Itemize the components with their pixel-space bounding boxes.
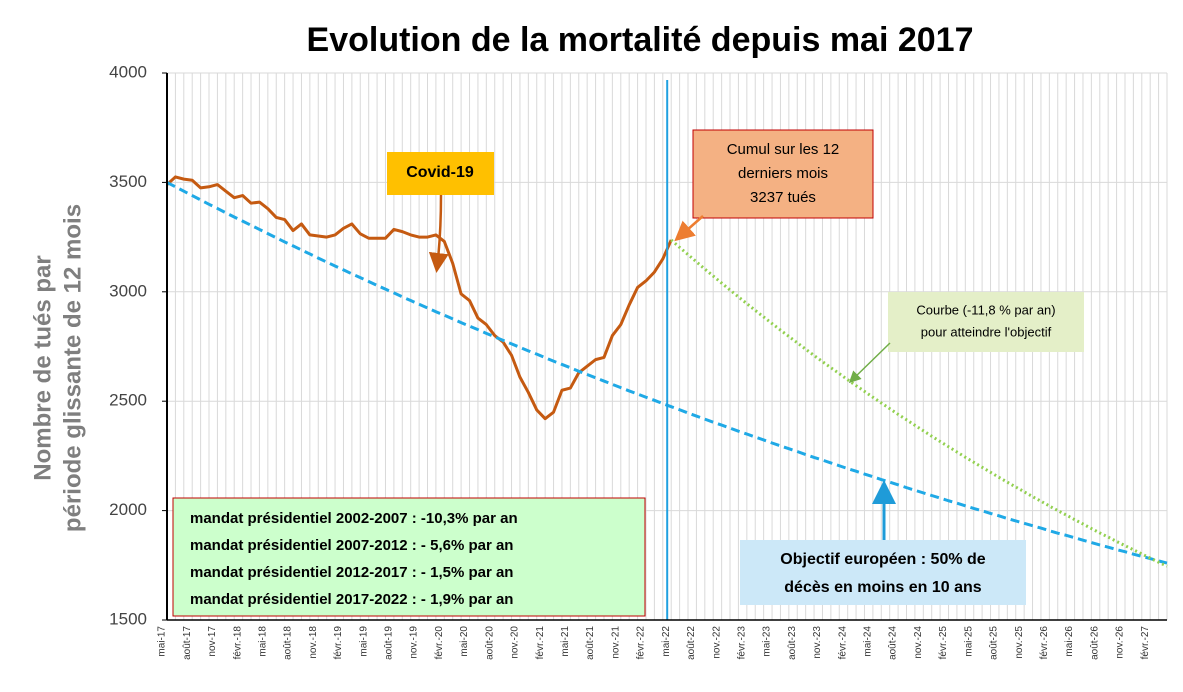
x-tick-label: août-24 xyxy=(888,626,899,660)
y-tick-label: 1500 xyxy=(109,609,147,628)
cumul-label: derniers mois xyxy=(738,165,828,182)
x-tick-label: nov.-22 xyxy=(711,626,722,659)
x-tick-label: août-17 xyxy=(182,626,193,660)
y-tick-label: 3000 xyxy=(109,281,147,300)
objectif-label: Objectif européen : 50% de xyxy=(780,551,985,568)
x-tick-label: févr.-22 xyxy=(636,626,647,660)
x-tick-label: mai-17 xyxy=(157,626,168,657)
y-axis-label: Nombre de tués par période glissante de … xyxy=(29,204,86,532)
x-tick-label: août-20 xyxy=(484,626,495,660)
x-tick-label: nov-17 xyxy=(207,626,218,657)
x-tick-label: févr.-20 xyxy=(434,626,445,660)
x-tick-label: nov.-18 xyxy=(308,626,319,659)
x-tick-label: mai-23 xyxy=(762,626,773,657)
axes: 1500 2000 2500 3000 3500 4000 mai-17 août-17 nov… xyxy=(109,62,1167,660)
courbe-arrow xyxy=(848,342,891,384)
x-tick-label: mai-21 xyxy=(560,626,571,657)
mandat-label: mandat présidentiel 2007-2012 : - 5,6% p… xyxy=(190,537,513,554)
y-axis-label-line: période glissante de 12 mois xyxy=(59,204,86,532)
x-tick-label: août-19 xyxy=(384,626,395,660)
mandat-label: mandat présidentiel 2002-2007 : -10,3% p… xyxy=(190,510,518,527)
x-tick-label: févr.-24 xyxy=(837,626,848,660)
x-tick-label: mai-20 xyxy=(459,626,470,657)
mandat-label: mandat présidentiel 2012-2017 : - 1,5% p… xyxy=(190,564,513,581)
x-tick-label: mai-18 xyxy=(257,626,268,657)
y-tick-label: 2500 xyxy=(109,391,147,410)
x-tick-label: févr.-27 xyxy=(1140,626,1151,660)
x-tick-label: nov.-25 xyxy=(1014,626,1025,659)
x-tick-label: mai-22 xyxy=(661,626,672,657)
cumul-label: Cumul sur les 12 xyxy=(727,141,840,158)
chart-title: Evolution de la mortalité depuis mai 201… xyxy=(307,21,974,59)
cumul-arrow xyxy=(674,215,704,242)
mandats-box xyxy=(172,497,646,617)
cumul-box xyxy=(692,129,874,219)
objectif-box xyxy=(740,540,1026,605)
covid-label: Covid-19 xyxy=(406,164,474,181)
series-line xyxy=(670,238,1168,568)
objectif-label: décès en moins en 10 ans xyxy=(784,579,982,596)
y-tick-label: 3500 xyxy=(109,172,147,191)
x-tick-label: août-21 xyxy=(585,626,596,660)
x-tick-label: nov.-26 xyxy=(1115,626,1126,659)
x-tick-label: févr.-23 xyxy=(736,626,747,660)
x-tick-label: févr.-19 xyxy=(333,626,344,660)
covid-box xyxy=(387,152,494,195)
covid-arrow xyxy=(428,194,449,273)
x-tick-label: nov.-20 xyxy=(510,626,521,659)
x-tick-label: mai-25 xyxy=(963,626,974,657)
x-tick-label: févr.-21 xyxy=(535,626,546,660)
x-tick-label: mai-26 xyxy=(1064,626,1075,657)
x-tick-label: mai-19 xyxy=(358,626,369,657)
mandat-label: mandat présidentiel 2017-2022 : - 1,9% p… xyxy=(190,591,513,608)
x-tick-label: févr.-18 xyxy=(232,626,243,660)
x-tick-label: août-25 xyxy=(989,626,1000,660)
cumul-label: 3237 tués xyxy=(750,189,816,206)
x-tick-label: août-18 xyxy=(283,626,294,660)
x-tick-label: févr.-26 xyxy=(1039,626,1050,660)
y-tick-label: 2000 xyxy=(109,500,147,519)
x-tick-label: nov.-19 xyxy=(409,626,420,659)
courbe-label: pour atteindre l'objectif xyxy=(921,324,1052,339)
x-tick-label: août-23 xyxy=(787,626,798,660)
x-tick-label: août-26 xyxy=(1089,626,1100,660)
lines xyxy=(165,80,1168,620)
courbe-box xyxy=(888,292,1084,352)
x-tick-label: août-22 xyxy=(686,626,697,660)
x-tick-label: févr.-25 xyxy=(938,626,949,660)
x-tick-label: nov.-24 xyxy=(913,626,924,659)
y-tick-label: 4000 xyxy=(109,62,147,81)
y-axis-label-line: Nombre de tués par xyxy=(29,255,56,480)
x-tick-label: nov.-21 xyxy=(610,626,621,659)
x-tick-label: nov.-23 xyxy=(812,626,823,659)
x-tick-label: mai-24 xyxy=(863,626,874,657)
courbe-label: Courbe (-11,8 % par an) xyxy=(916,302,1055,317)
series-line xyxy=(165,175,673,421)
